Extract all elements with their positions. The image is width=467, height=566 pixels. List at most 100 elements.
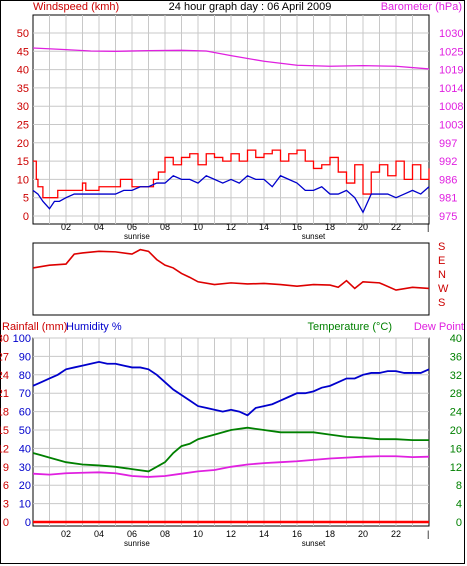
rainfall-tick-label: 0 bbox=[3, 517, 9, 529]
temp-x-tick-label: 16 bbox=[292, 529, 302, 539]
temp-x-tick-label: 04 bbox=[94, 529, 104, 539]
wind-series bbox=[32, 47, 430, 214]
windspeed-axis-title: Windspeed (kmh) bbox=[33, 1, 119, 13]
temperature-tick-label: 24 bbox=[450, 407, 462, 419]
humidity-tick-label: 50 bbox=[19, 425, 31, 437]
temperature-tick-label: 20 bbox=[450, 425, 462, 437]
rainfall-tick-label: 15 bbox=[0, 425, 9, 437]
series-windspeed-average bbox=[32, 174, 430, 214]
temp-x-tick-label-end: | bbox=[427, 529, 429, 539]
temperature-tick-label: 28 bbox=[450, 388, 462, 400]
humidity-tick-label: 30 bbox=[19, 462, 31, 474]
barometer-tick-label: 1008 bbox=[439, 101, 463, 113]
humidity-axis-title: Humidity % bbox=[66, 321, 122, 333]
series-dew-point bbox=[32, 455, 430, 478]
temperature-tick-label: 8 bbox=[456, 480, 462, 492]
temp-x-tick-label: 20 bbox=[358, 529, 368, 539]
wind-x-tick-label: 08 bbox=[160, 222, 170, 232]
humidity-tick-label: 0 bbox=[25, 517, 31, 529]
wind-x-tick-label-end: | bbox=[427, 222, 429, 232]
temperature-tick-label: 36 bbox=[450, 351, 462, 363]
wind-x-tick-label: 16 bbox=[292, 222, 302, 232]
rainfall-axis-title: Rainfall (mm) bbox=[2, 321, 67, 333]
windspeed-tick-label: 20 bbox=[17, 138, 29, 150]
temperature-axis-title: Temperature (°C) bbox=[308, 321, 392, 333]
windspeed-tick-label: 50 bbox=[17, 28, 29, 40]
temp-x-tick-label: 22 bbox=[391, 529, 401, 539]
rainfall-tick-label: 12 bbox=[0, 443, 9, 455]
wind-direction-series bbox=[32, 248, 430, 291]
humidity-tick-label: 60 bbox=[19, 407, 31, 419]
graph-title: 24 hour graph day : 06 April 2009 bbox=[169, 1, 332, 13]
barometer-tick-label: 997 bbox=[439, 138, 457, 150]
barometer-tick-label: 1003 bbox=[439, 120, 463, 132]
temperature-tick-label: 4 bbox=[456, 499, 462, 511]
rainfall-tick-label: 27 bbox=[0, 351, 9, 363]
temp-x-tick-label: 02 bbox=[61, 529, 71, 539]
barometer-tick-label: 992 bbox=[439, 156, 457, 168]
humidity-tick-label: 100 bbox=[13, 333, 31, 345]
wind-x-tick-label: 10 bbox=[193, 222, 203, 232]
humidity-tick-label: 10 bbox=[19, 499, 31, 511]
humidity-tick-label: 40 bbox=[19, 443, 31, 455]
windspeed-tick-label: 45 bbox=[17, 46, 29, 58]
temp-x-tick-label: 06 bbox=[127, 529, 137, 539]
wind-sunset-label: sunset bbox=[302, 232, 326, 241]
temp-x-tick-label: 18 bbox=[325, 529, 335, 539]
temperature-tick-label: 12 bbox=[450, 462, 462, 474]
temp-x-tick-label: 12 bbox=[226, 529, 236, 539]
rainfall-tick-label: 6 bbox=[3, 480, 9, 492]
wind-sunrise-label: sunrise bbox=[124, 232, 150, 241]
temp-axis-ticks: 0 0 0 3 10 4 6 20 8 9 30 12 12 40 16 15 50 20 18 60 24 21 70 28… bbox=[0, 333, 462, 548]
temperature-tick-label: 0 bbox=[456, 517, 462, 529]
wind-x-tick-label: 02 bbox=[61, 222, 71, 232]
temp-x-tick-label: 10 bbox=[193, 529, 203, 539]
barometer-tick-label: 1030 bbox=[439, 28, 463, 40]
barometer-tick-label: 986 bbox=[439, 174, 457, 186]
temp-x-tick-label: 14 bbox=[259, 529, 269, 539]
dewpoint-axis-title: Dew Point bbox=[414, 321, 464, 333]
compass-label: E bbox=[438, 255, 445, 267]
temp-sunset-label: sunset bbox=[302, 539, 326, 548]
series-temperature-c bbox=[32, 426, 429, 473]
rainfall-tick-label: 24 bbox=[0, 370, 9, 382]
humidity-tick-label: 20 bbox=[19, 480, 31, 492]
temp-sunrise-label: sunrise bbox=[124, 539, 150, 548]
wind-x-tick-label: 12 bbox=[226, 222, 236, 232]
windspeed-tick-label: 30 bbox=[17, 101, 29, 113]
wind-x-tick-label: 14 bbox=[259, 222, 269, 232]
barometer-tick-label: 1025 bbox=[439, 46, 463, 58]
compass-label: W bbox=[438, 283, 449, 295]
windspeed-tick-label: 35 bbox=[17, 83, 29, 95]
wind-gridlines bbox=[33, 15, 429, 224]
wind-x-tick-label: 06 bbox=[127, 222, 137, 232]
barometer-tick-label: 975 bbox=[439, 211, 457, 223]
series-wind-direction bbox=[32, 248, 430, 291]
barometer-tick-label: 981 bbox=[439, 193, 457, 205]
rainfall-tick-label: 30 bbox=[0, 333, 9, 345]
rainfall-tick-label: 3 bbox=[3, 499, 9, 511]
temperature-tick-label: 32 bbox=[450, 370, 462, 382]
humidity-tick-label: 80 bbox=[19, 370, 31, 382]
windspeed-tick-label: 15 bbox=[17, 156, 29, 168]
compass-label: S bbox=[438, 297, 445, 309]
wind-x-tick-label: 04 bbox=[94, 222, 104, 232]
temperature-tick-label: 16 bbox=[450, 443, 462, 455]
rainfall-tick-label: 18 bbox=[0, 407, 9, 419]
windspeed-tick-label: 25 bbox=[17, 120, 29, 132]
humidity-tick-label: 90 bbox=[19, 351, 31, 363]
wind-x-tick-label: 18 bbox=[325, 222, 335, 232]
compass-label: S bbox=[438, 241, 445, 253]
barometer-tick-label: 1014 bbox=[439, 83, 463, 95]
rainfall-tick-label: 21 bbox=[0, 388, 9, 400]
humidity-tick-label: 70 bbox=[19, 388, 31, 400]
windspeed-tick-label: 5 bbox=[23, 193, 29, 205]
windspeed-tick-label: 40 bbox=[17, 65, 29, 77]
temperature-tick-label: 40 bbox=[450, 333, 462, 345]
temp-x-tick-label: 08 bbox=[160, 529, 170, 539]
series-humidity bbox=[32, 360, 430, 417]
barometer-axis-title: Barometer (hPa) bbox=[381, 1, 462, 13]
windspeed-tick-label: 0 bbox=[23, 211, 29, 223]
